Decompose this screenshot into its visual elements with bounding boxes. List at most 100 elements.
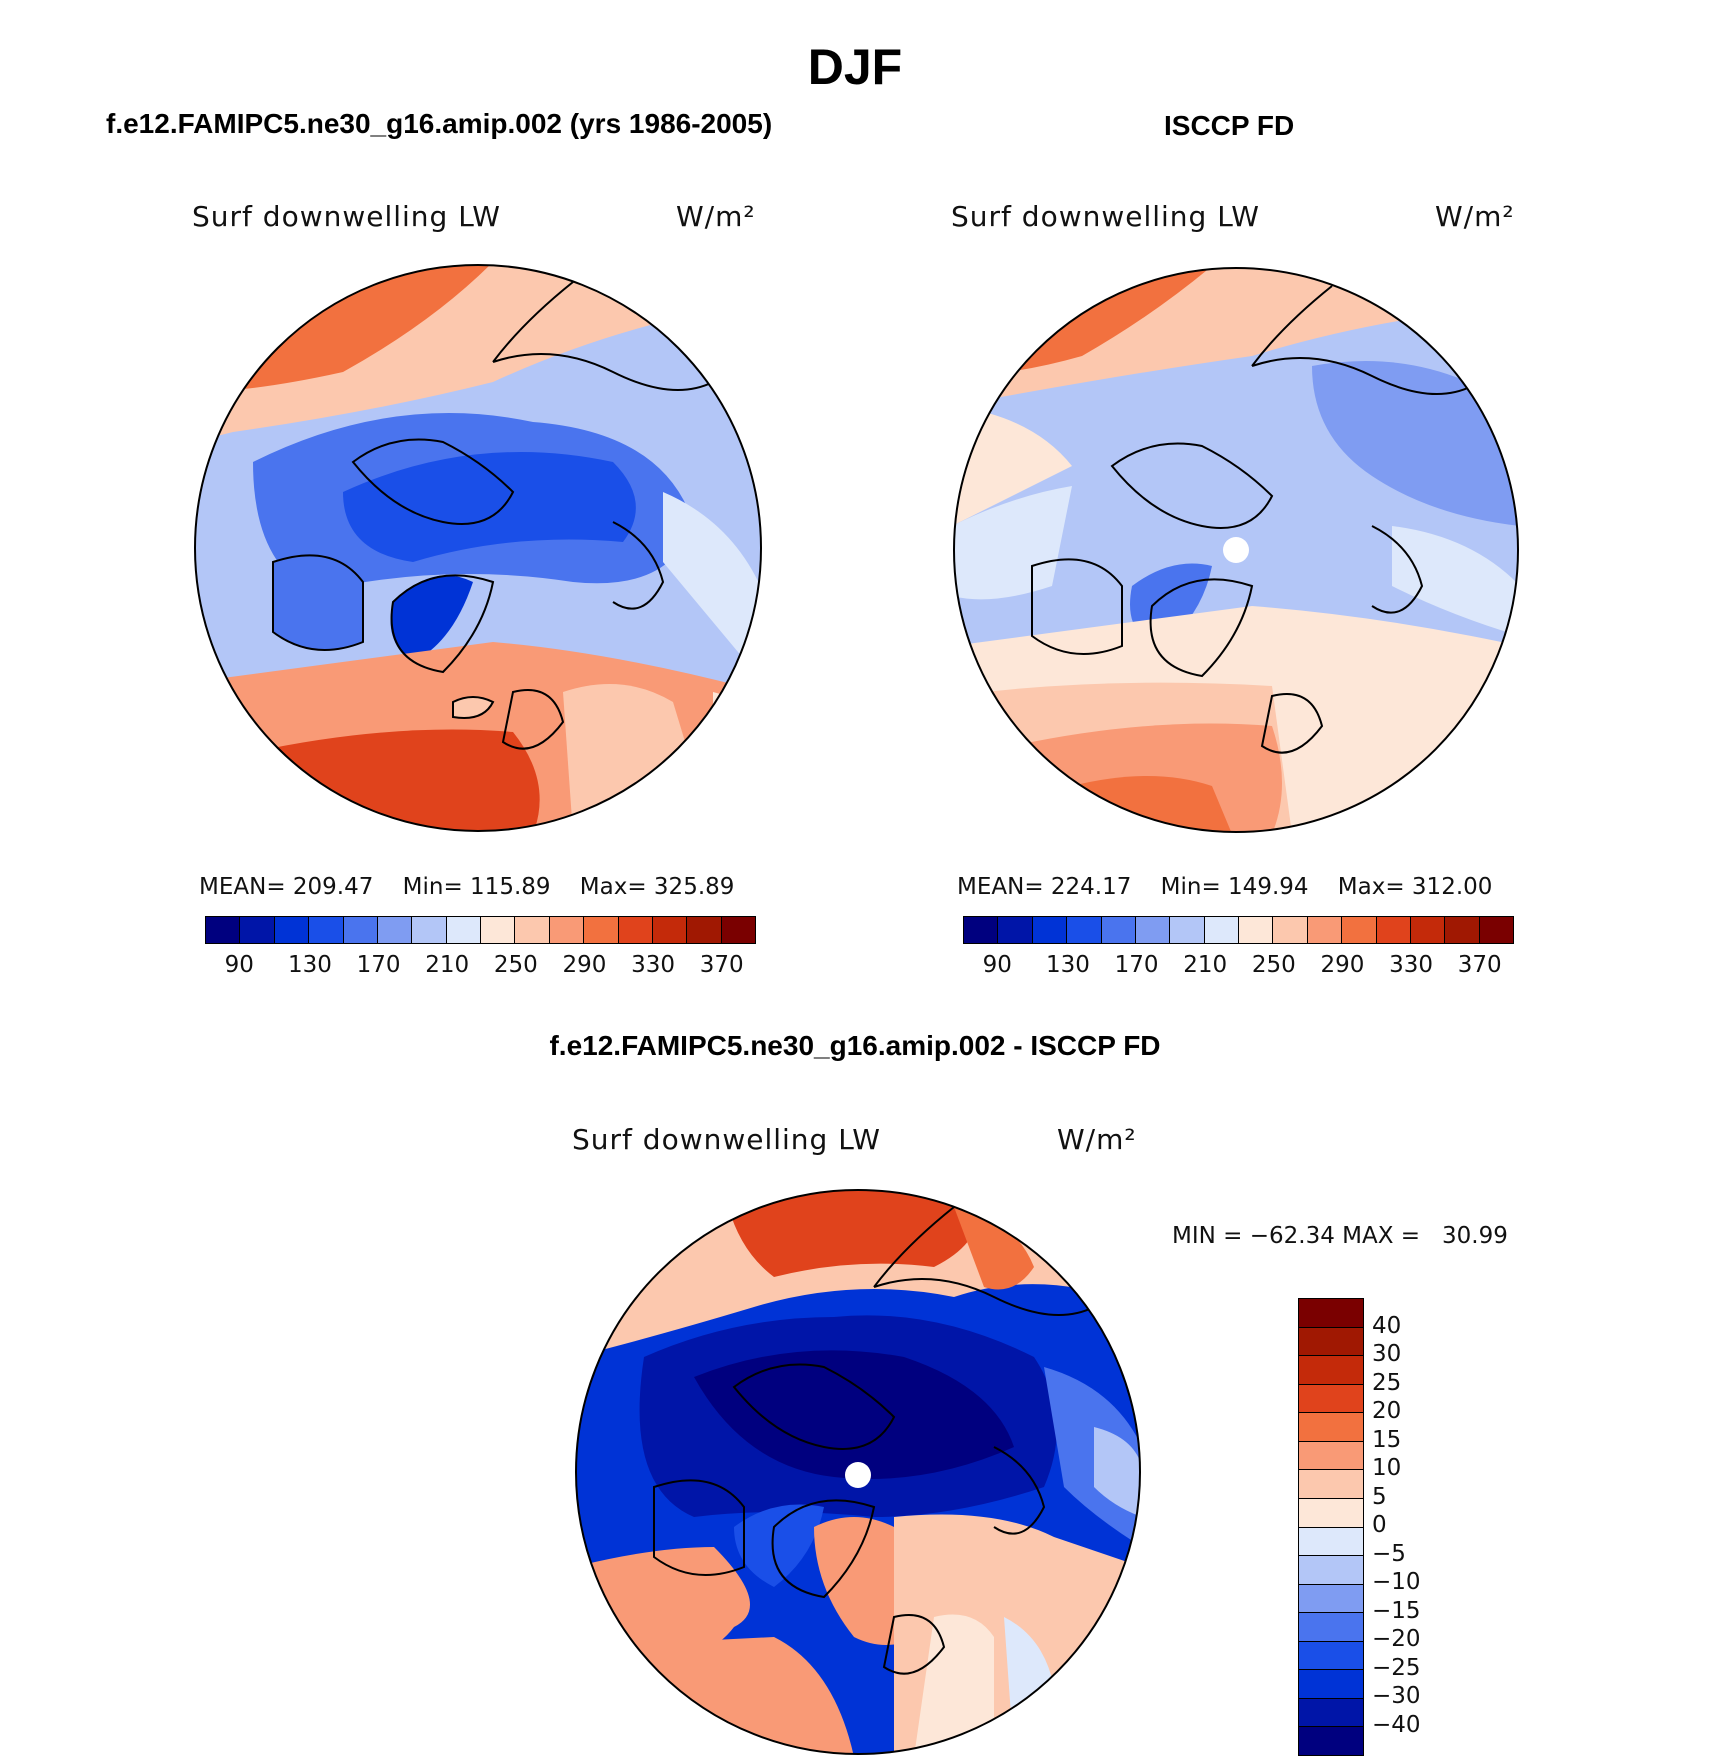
panel-2-min: 149.94 xyxy=(1228,874,1309,900)
panel-2-colorbar-ticks: 90 130 170 210 250 290 330 370 xyxy=(963,952,1512,982)
panel-1-variable: Surf downwelling LW xyxy=(192,200,501,233)
colorbar-swatch xyxy=(1299,1470,1363,1499)
colorbar-swatch xyxy=(1299,1527,1363,1557)
panel-2-mean: 224.17 xyxy=(1050,874,1132,900)
colorbar-swatch xyxy=(998,917,1033,943)
colorbar-swatch xyxy=(1299,1498,1363,1528)
colorbar-tick-label: 40 xyxy=(1372,1312,1402,1339)
colorbar-swatch xyxy=(1299,1670,1363,1699)
colorbar-swatch xyxy=(1135,917,1171,943)
panel-2-variable: Surf downwelling LW xyxy=(951,200,1260,233)
panel-1-mean-label: MEAN= xyxy=(199,874,286,900)
panel-2-min-label: Min= xyxy=(1160,874,1221,900)
colorbar-swatch xyxy=(1299,1441,1363,1471)
colorbar-tick-label: 330 xyxy=(1389,952,1433,978)
colorbar-swatch xyxy=(721,917,755,943)
colorbar-swatch xyxy=(1376,917,1411,943)
panel-1-min: 115.89 xyxy=(470,874,551,900)
colorbar-tick-label: 210 xyxy=(1183,952,1228,978)
colorbar-tick-label: −10 xyxy=(1372,1569,1421,1595)
colorbar-tick-label: 170 xyxy=(356,952,401,978)
colorbar-swatch xyxy=(584,917,619,943)
colorbar-swatch xyxy=(274,917,310,943)
colorbar-tick-label: 170 xyxy=(1114,952,1159,978)
panel-1-units: W/m² xyxy=(676,200,756,233)
colorbar-swatch xyxy=(240,917,275,943)
colorbar-swatch xyxy=(1239,917,1274,943)
panel-1-colorbar-ticks: 90 130 170 210 250 290 330 370 xyxy=(205,952,754,982)
panel-1-max-label: Max= xyxy=(579,874,647,900)
colorbar-swatch xyxy=(549,917,585,943)
colorbar-swatch xyxy=(618,917,653,943)
colorbar-swatch xyxy=(206,917,241,943)
panel-2-polar-map xyxy=(953,267,1519,833)
colorbar-tick-label: −30 xyxy=(1372,1683,1421,1709)
colorbar-tick-label: 130 xyxy=(1045,952,1090,978)
difference-minmax: MIN = −62.34 MAX = 30.99 xyxy=(1172,1223,1508,1249)
difference-units: W/m² xyxy=(1057,1123,1137,1156)
colorbar-tick-label: 250 xyxy=(1251,952,1296,978)
colorbar-tick-label: −20 xyxy=(1372,1626,1421,1652)
colorbar-swatch xyxy=(1299,1327,1363,1357)
panel-1-stats: MEAN= 209.47 Min= 115.89 Max= 325.89 xyxy=(199,874,734,900)
colorbar-swatch xyxy=(1299,1698,1363,1728)
colorbar-swatch xyxy=(1299,1584,1363,1614)
colorbar-tick-label: −40 xyxy=(1372,1711,1421,1738)
figure-title: DJF xyxy=(807,39,903,95)
colorbar-tick-label: −15 xyxy=(1372,1597,1421,1624)
colorbar-swatch xyxy=(1299,1299,1363,1328)
colorbar-swatch xyxy=(1299,1727,1363,1755)
panel-2-units: W/m² xyxy=(1435,200,1515,233)
colorbar-swatch xyxy=(1273,917,1308,943)
panel-2-max: 312.00 xyxy=(1411,874,1493,900)
difference-variable: Surf downwelling LW xyxy=(572,1123,881,1156)
colorbar-swatch xyxy=(377,917,413,943)
colorbar-swatch xyxy=(1032,917,1068,943)
colorbar-tick-label: 370 xyxy=(1457,952,1502,978)
difference-colorbar xyxy=(1298,1298,1364,1756)
colorbar-tick-label: 15 xyxy=(1372,1426,1402,1453)
colorbar-tick-label: 290 xyxy=(562,952,607,978)
colorbar-tick-label: 0 xyxy=(1372,1512,1387,1538)
colorbar-tick-label: 20 xyxy=(1372,1398,1402,1424)
colorbar-tick-label: 10 xyxy=(1372,1455,1402,1481)
colorbar-swatch xyxy=(1410,917,1446,943)
panel-2-title: ISCCP FD xyxy=(1164,110,1295,141)
colorbar-swatch xyxy=(652,917,688,943)
colorbar-swatch xyxy=(1299,1413,1363,1442)
colorbar-swatch xyxy=(687,917,722,943)
colorbar-tick-label: 290 xyxy=(1320,952,1365,978)
colorbar-tick-label: 210 xyxy=(425,952,470,978)
colorbar-swatch xyxy=(1299,1384,1363,1414)
colorbar-tick-label: 30 xyxy=(1372,1341,1402,1367)
colorbar-swatch xyxy=(1299,1356,1363,1385)
difference-polar-map xyxy=(575,1189,1141,1755)
colorbar-swatch xyxy=(1479,917,1513,943)
panel-1-colorbar xyxy=(205,916,756,944)
colorbar-swatch xyxy=(412,917,447,943)
panel-1-min-label: Min= xyxy=(402,874,463,900)
colorbar-tick-label: −25 xyxy=(1372,1654,1421,1681)
colorbar-tick-label: 25 xyxy=(1372,1369,1402,1396)
panel-1-mean: 209.47 xyxy=(292,874,374,900)
panel-2-max-label: Max= xyxy=(1337,874,1405,900)
colorbar-swatch xyxy=(1299,1613,1363,1642)
difference-title: f.e12.FAMIPC5.ne30_g16.amip.002 - ISCCP … xyxy=(549,1030,1161,1061)
colorbar-swatch xyxy=(964,917,999,943)
colorbar-swatch xyxy=(1204,917,1239,943)
colorbar-tick-label: 5 xyxy=(1372,1483,1387,1510)
colorbar-swatch xyxy=(1342,917,1377,943)
colorbar-swatch xyxy=(481,917,516,943)
colorbar-tick-label: 370 xyxy=(699,952,744,978)
colorbar-tick-label: −5 xyxy=(1372,1540,1406,1567)
colorbar-swatch xyxy=(515,917,550,943)
panel-1-polar-map xyxy=(194,264,762,832)
colorbar-swatch xyxy=(343,917,378,943)
colorbar-swatch xyxy=(1445,917,1480,943)
colorbar-swatch xyxy=(1067,917,1102,943)
colorbar-tick-label: 250 xyxy=(493,952,538,978)
colorbar-swatch xyxy=(1170,917,1205,943)
colorbar-tick-label: 330 xyxy=(631,952,675,978)
panel-2-colorbar xyxy=(963,916,1514,944)
colorbar-swatch xyxy=(309,917,344,943)
